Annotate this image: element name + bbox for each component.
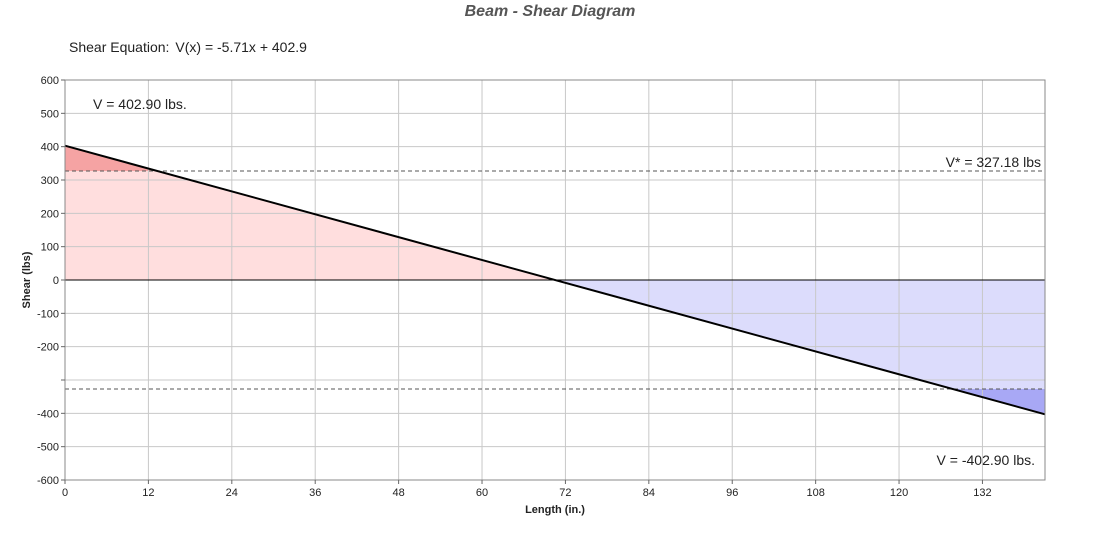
- x-axis-label: Length (in.): [525, 504, 585, 516]
- y-tick-label: -600: [37, 475, 59, 487]
- x-tick-label: 36: [309, 487, 321, 499]
- y-axis-ticks: 600 500 400 300 200 100 0 -100 -200 -400 -500 -600: [37, 75, 65, 487]
- y-tick-label: -400: [37, 408, 59, 420]
- y-tick-label: 0: [53, 275, 59, 287]
- y-tick-label: 100: [41, 242, 59, 254]
- y-tick-label: 600: [41, 75, 59, 87]
- annotation-allowable-shear: V* = 327.18 lbs: [946, 154, 1041, 170]
- y-tick-label: -500: [37, 442, 59, 454]
- shear-equation: Shear Equation: V(x) = -5.71x + 402.9: [69, 39, 307, 55]
- x-axis-ticks: 0 12 24 36 48 60 72 84 96 108 120 132: [62, 480, 992, 499]
- x-tick-label: 120: [890, 487, 908, 499]
- chart-title: Beam - Shear Diagram: [464, 3, 636, 20]
- x-tick-label: 96: [726, 487, 738, 499]
- y-axis-label: Shear (lbs): [21, 251, 33, 308]
- y-tick-label: -200: [37, 342, 59, 354]
- y-tick-label: -100: [37, 308, 59, 320]
- x-tick-label: 48: [392, 487, 404, 499]
- y-tick-label: 200: [41, 208, 59, 220]
- annotation-min-shear: V = -402.90 lbs.: [937, 452, 1035, 468]
- x-tick-label: 24: [226, 487, 238, 499]
- x-tick-label: 132: [973, 487, 991, 499]
- y-tick-label: 300: [41, 175, 59, 187]
- x-tick-label: 12: [142, 487, 154, 499]
- equation-value: V(x) = -5.71x + 402.9: [175, 39, 307, 55]
- y-tick-label: 400: [41, 142, 59, 154]
- y-tick-label: 500: [41, 108, 59, 120]
- x-tick-label: 84: [643, 487, 655, 499]
- x-tick-label: 60: [476, 487, 488, 499]
- x-tick-label: 0: [62, 487, 68, 499]
- annotation-max-shear: V = 402.90 lbs.: [93, 96, 187, 112]
- equation-label: Shear Equation:: [69, 39, 170, 55]
- x-tick-label: 108: [806, 487, 824, 499]
- shear-line: [64, 144, 1046, 416]
- series-group: [64, 144, 1046, 416]
- x-tick-label: 72: [559, 487, 571, 499]
